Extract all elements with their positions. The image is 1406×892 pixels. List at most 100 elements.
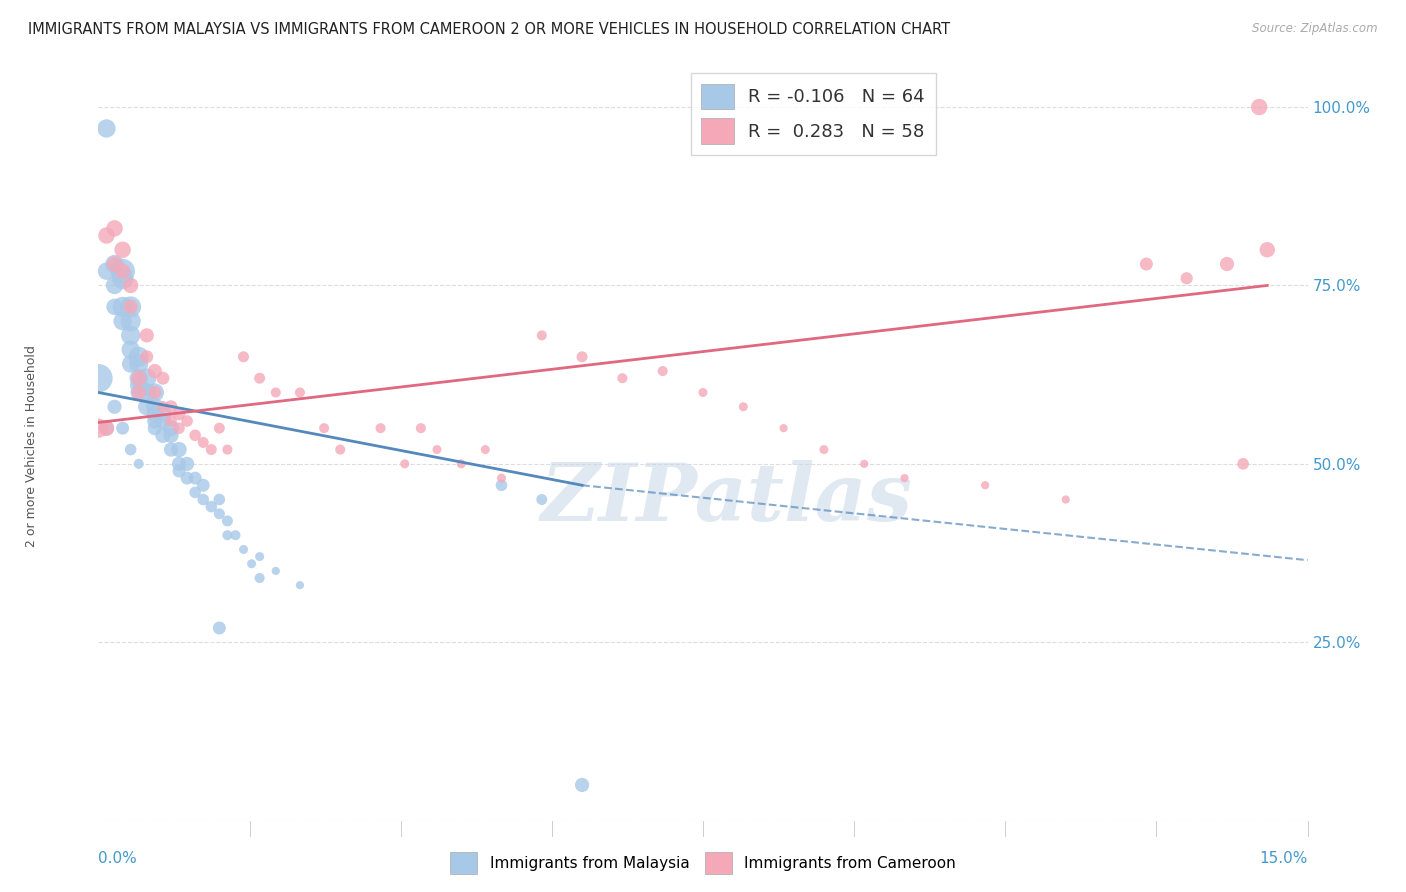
Point xyxy=(314,421,336,435)
Point xyxy=(200,442,222,457)
Point xyxy=(167,421,190,435)
Point xyxy=(491,471,513,485)
Point xyxy=(120,314,142,328)
Point xyxy=(813,442,835,457)
Point xyxy=(111,264,134,278)
Point xyxy=(111,314,134,328)
Point xyxy=(208,621,231,635)
Point xyxy=(1135,257,1157,271)
Point xyxy=(208,507,231,521)
Point xyxy=(249,571,271,585)
Point xyxy=(184,428,207,442)
Point xyxy=(167,464,190,478)
Point xyxy=(120,300,142,314)
Point xyxy=(232,542,254,557)
Point xyxy=(853,457,876,471)
Point xyxy=(152,407,174,421)
Text: 2 or more Vehicles in Household: 2 or more Vehicles in Household xyxy=(25,345,38,547)
Point xyxy=(974,478,997,492)
Point xyxy=(96,228,118,243)
Point xyxy=(128,385,150,400)
Point xyxy=(240,557,263,571)
Point xyxy=(1175,271,1198,285)
Point xyxy=(571,350,593,364)
Point xyxy=(96,121,118,136)
Point xyxy=(1216,257,1239,271)
Point xyxy=(128,457,150,471)
Point xyxy=(176,471,198,485)
Point xyxy=(224,528,246,542)
Point xyxy=(120,300,142,314)
Point xyxy=(135,371,157,385)
Point xyxy=(217,514,239,528)
Point xyxy=(249,549,271,564)
Point xyxy=(87,371,110,385)
Point xyxy=(143,385,166,400)
Point xyxy=(120,328,142,343)
Point xyxy=(184,471,207,485)
Point xyxy=(128,371,150,385)
Point xyxy=(176,457,198,471)
Point xyxy=(184,485,207,500)
Point xyxy=(103,221,125,235)
Point xyxy=(176,414,198,428)
Point xyxy=(135,328,157,343)
Point xyxy=(143,414,166,428)
Point xyxy=(208,421,231,435)
Point xyxy=(152,400,174,414)
Legend: Immigrants from Malaysia, Immigrants from Cameroon: Immigrants from Malaysia, Immigrants fro… xyxy=(444,846,962,880)
Point xyxy=(128,385,150,400)
Point xyxy=(135,400,157,414)
Point xyxy=(160,400,183,414)
Point xyxy=(143,421,166,435)
Point xyxy=(329,442,352,457)
Point xyxy=(128,357,150,371)
Point xyxy=(200,500,222,514)
Text: 0.0%: 0.0% xyxy=(98,851,138,865)
Point xyxy=(450,457,472,471)
Point xyxy=(571,778,593,792)
Point xyxy=(651,364,673,378)
Point xyxy=(152,371,174,385)
Point xyxy=(193,435,215,450)
Point xyxy=(143,385,166,400)
Text: IMMIGRANTS FROM MALAYSIA VS IMMIGRANTS FROM CAMEROON 2 OR MORE VEHICLES IN HOUSE: IMMIGRANTS FROM MALAYSIA VS IMMIGRANTS F… xyxy=(28,22,950,37)
Text: 15.0%: 15.0% xyxy=(1260,851,1308,865)
Point xyxy=(96,421,118,435)
Point xyxy=(288,385,311,400)
Point xyxy=(893,471,915,485)
Point xyxy=(103,400,125,414)
Point xyxy=(120,278,142,293)
Point xyxy=(1256,243,1278,257)
Point xyxy=(135,385,157,400)
Point xyxy=(491,478,513,492)
Point xyxy=(167,407,190,421)
Point xyxy=(474,442,496,457)
Point xyxy=(772,421,794,435)
Point xyxy=(167,457,190,471)
Point xyxy=(208,492,231,507)
Point xyxy=(249,371,271,385)
Point xyxy=(120,343,142,357)
Point xyxy=(160,428,183,442)
Point xyxy=(111,271,134,285)
Point xyxy=(160,442,183,457)
Point xyxy=(152,428,174,442)
Point xyxy=(103,300,125,314)
Point xyxy=(143,400,166,414)
Point xyxy=(370,421,392,435)
Point xyxy=(96,264,118,278)
Point xyxy=(612,371,634,385)
Point xyxy=(530,328,553,343)
Point xyxy=(1232,457,1254,471)
Point xyxy=(288,578,311,592)
Point xyxy=(264,385,287,400)
Legend: R = -0.106   N = 64, R =  0.283   N = 58: R = -0.106 N = 64, R = 0.283 N = 58 xyxy=(690,73,936,154)
Point xyxy=(1249,100,1271,114)
Point xyxy=(264,564,287,578)
Text: ZIPatlas: ZIPatlas xyxy=(541,459,914,537)
Point xyxy=(87,421,110,435)
Point xyxy=(111,421,134,435)
Point xyxy=(120,442,142,457)
Point xyxy=(160,414,183,428)
